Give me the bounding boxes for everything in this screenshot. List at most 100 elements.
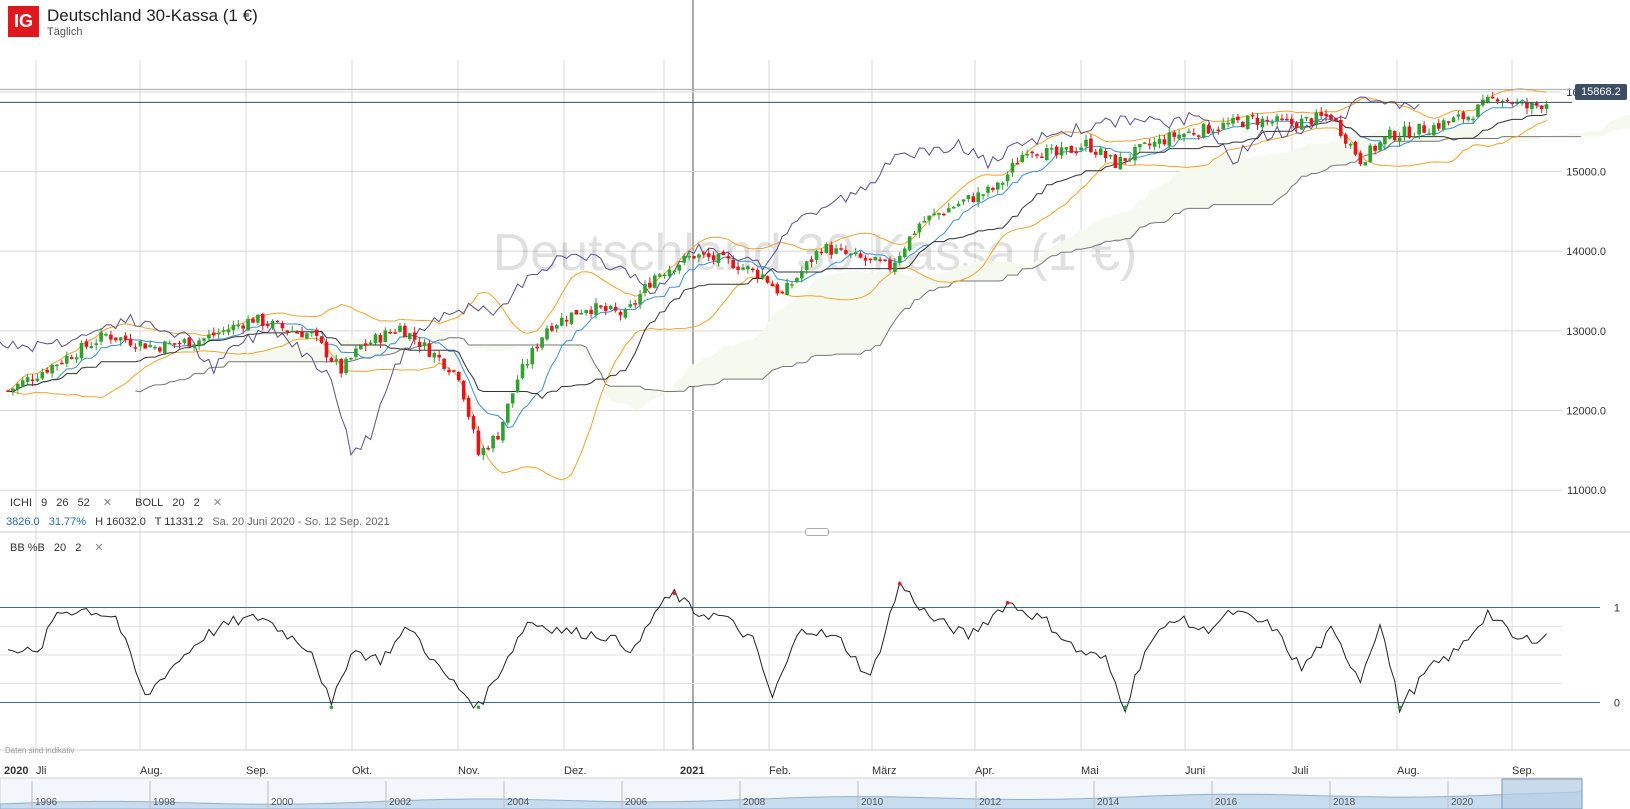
candle-body: [84, 341, 89, 347]
candle-body: [1010, 163, 1015, 173]
candle-body: [579, 312, 584, 315]
candle-body: [40, 372, 45, 379]
candle-body: [1525, 102, 1529, 109]
candle-body: [1221, 123, 1225, 129]
candle-body: [809, 259, 814, 263]
candle-body: [1069, 145, 1074, 153]
candle-body: [1049, 148, 1054, 150]
candle-body: [898, 255, 902, 263]
candle-body: [594, 303, 598, 315]
candle-body: [1147, 143, 1152, 146]
candle-body: [996, 182, 1000, 190]
candle-body: [1461, 112, 1466, 120]
candle-body: [182, 339, 187, 343]
x-tick-label: Aug.: [1397, 765, 1420, 777]
candle-body: [1456, 114, 1461, 117]
candle-body: [251, 318, 255, 323]
candle-body: [1407, 126, 1412, 138]
candle-body: [461, 380, 466, 400]
candle-body: [1128, 158, 1132, 160]
candle-body: [883, 259, 887, 262]
navigator-year-label: 2014: [1097, 797, 1120, 808]
y-tick-label: 15000.0: [1566, 167, 1606, 179]
candle-body: [751, 268, 755, 271]
candle-body: [6, 390, 10, 392]
candle-body: [1363, 161, 1368, 166]
candle-body: [1098, 148, 1103, 155]
candle-body: [1162, 139, 1167, 145]
candle-body: [628, 304, 633, 307]
candle-body: [324, 341, 329, 358]
candle-body: [795, 277, 799, 283]
candle-body: [158, 347, 162, 352]
navigator-year-label: 2020: [1451, 797, 1474, 808]
bbpb-name: BB %B: [10, 542, 45, 554]
candle-body: [657, 274, 662, 277]
pane-resize-handle[interactable]: [805, 528, 829, 536]
candle-body: [736, 266, 740, 270]
candle-body: [1206, 125, 1211, 134]
remove-ichi-icon[interactable]: ✕: [102, 497, 113, 509]
candle-body: [481, 447, 486, 456]
candle-body: [417, 342, 422, 348]
candle-body: [1451, 117, 1456, 123]
candle-body: [711, 255, 716, 261]
candle-body: [133, 347, 138, 349]
candle-body: [1192, 133, 1196, 135]
candle-body: [1226, 122, 1230, 125]
candle-body: [1486, 96, 1490, 102]
remove-bbpb-icon[interactable]: ✕: [94, 542, 104, 554]
candle-body: [300, 331, 304, 338]
navigator-window: [1501, 778, 1583, 809]
candle-body: [1118, 156, 1123, 170]
x-tick-label: 2021: [680, 765, 704, 777]
bbpb-param: 20: [53, 542, 67, 554]
candle-body: [1437, 123, 1441, 129]
candle-body: [138, 341, 143, 347]
x-tick-label: Dez.: [564, 765, 587, 777]
candle-body: [1054, 146, 1059, 156]
candle-body: [667, 269, 672, 277]
navigator-year-label: 2002: [389, 797, 412, 808]
candle-body: [457, 372, 461, 380]
candle-body: [942, 213, 946, 216]
interval-label[interactable]: Täglich: [47, 26, 83, 38]
candle-body: [839, 248, 843, 250]
stat-low: T 11331.2: [154, 516, 204, 528]
candle-body: [1177, 134, 1181, 139]
candle-body: [819, 251, 824, 254]
candle-body: [359, 345, 363, 350]
candle-body: [1030, 151, 1034, 154]
candles: [6, 92, 1549, 460]
candle-body: [907, 236, 912, 251]
last-price-tag: 15868.2: [1575, 84, 1627, 100]
bbpb-extreme-marker: [672, 591, 677, 596]
candle-body: [373, 334, 378, 344]
candle-body: [510, 393, 515, 404]
boll-param: 20: [172, 497, 185, 509]
disclaimer: Daten sind indikativ: [5, 746, 75, 755]
candle-body: [1535, 103, 1539, 106]
candle-body: [1245, 115, 1250, 129]
bbpb-legend[interactable]: BB %B 20 2 ✕: [10, 541, 110, 554]
ichi-param: 9: [41, 497, 48, 509]
remove-boll-icon[interactable]: ✕: [212, 497, 223, 509]
ichi-legend[interactable]: ICHI 9 26 52 ✕: [10, 497, 121, 509]
stat-range: Sa. 20 Juni 2020 - So. 12 Sep. 2021: [212, 516, 390, 528]
navigator-year-label: 2004: [507, 797, 530, 808]
candle-body: [550, 326, 554, 331]
boll-legend[interactable]: BOLL 20 2 ✕: [135, 497, 228, 509]
candle-body: [476, 430, 481, 455]
candle-body: [148, 345, 152, 348]
candle-body: [1020, 154, 1025, 163]
candle-body: [888, 259, 892, 270]
candle-body: [197, 340, 201, 345]
bbpb-extreme-marker: [1397, 705, 1402, 710]
candle-body: [1334, 118, 1338, 121]
candle-body: [388, 331, 392, 334]
candle-body: [187, 337, 192, 347]
candle-body: [363, 343, 368, 346]
candle-body: [349, 358, 353, 360]
candle-body: [853, 252, 858, 255]
